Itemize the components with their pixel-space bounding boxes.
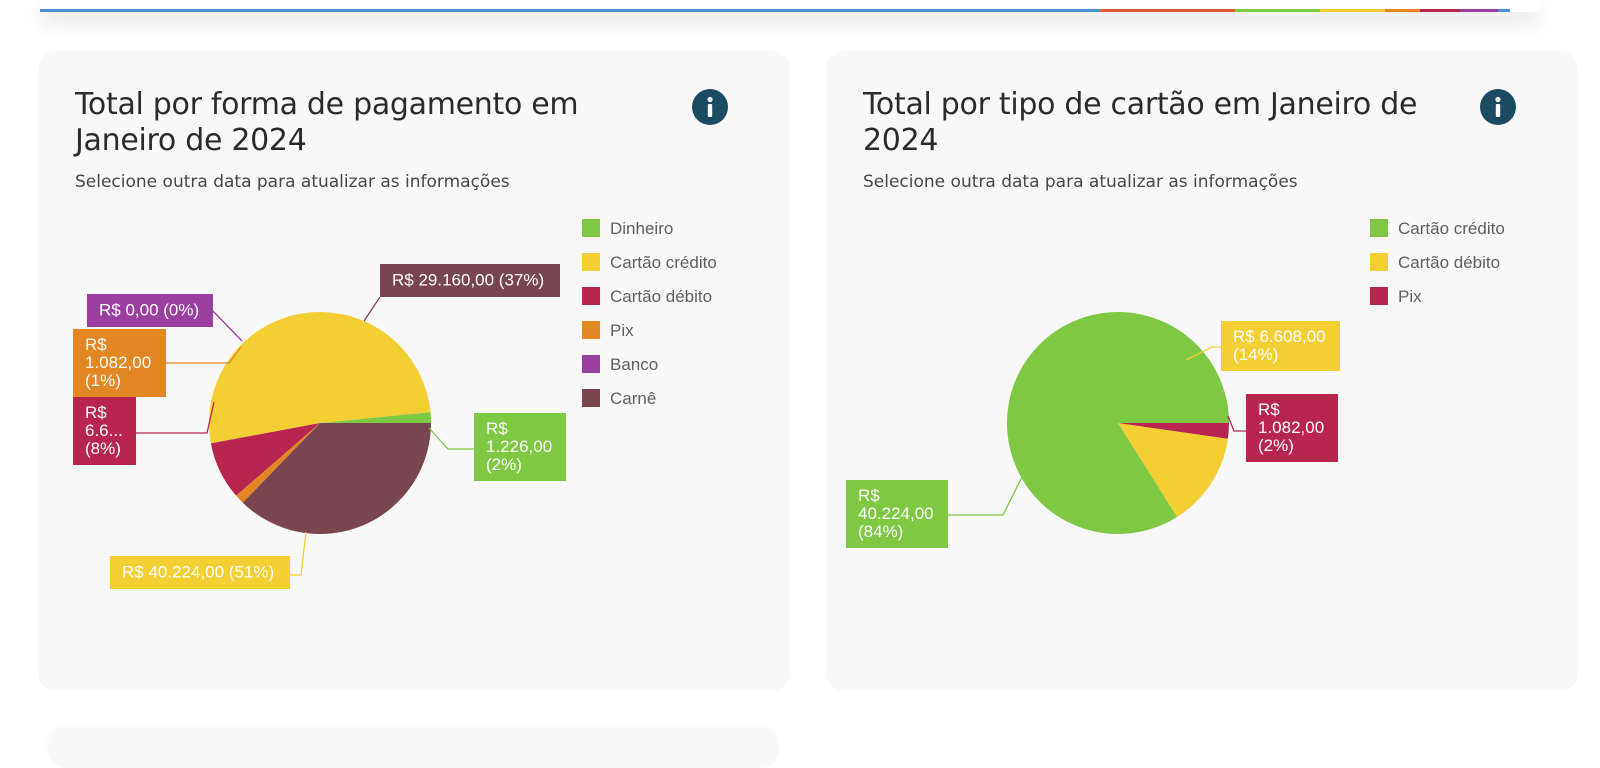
payment-method-card: Total por forma de pagamento em Janeiro … [38, 51, 790, 691]
leader-line-dinheiro [428, 427, 474, 450]
data-label-box-banco [87, 294, 213, 327]
next-card [48, 728, 778, 768]
info-icon[interactable] [692, 89, 728, 125]
leader-line-pix [1227, 415, 1246, 432]
top-bar-segment [40, 9, 1100, 12]
legend-label-cartao-debito: Cartão débito [1398, 253, 1500, 272]
leader-line-cartao-debito [136, 401, 215, 434]
data-label-cartao-credito: (84%) [858, 522, 903, 541]
top-bar-color-line [40, 9, 1540, 12]
pie-slice-pix [1118, 423, 1229, 439]
legend-swatch-cartao-credito [582, 253, 600, 271]
card-type-card: Total por tipo de cartão em Janeiro de 2… [826, 51, 1578, 691]
card-type-chart-title: Total por tipo de cartão em Janeiro de 2… [863, 87, 1418, 158]
data-label-carne: R$ 29.160,00 (37%) [392, 271, 544, 290]
leader-line-cartao-credito [290, 531, 307, 576]
legend-swatch-cartao-debito [582, 287, 600, 305]
data-label-pix: (1%) [85, 371, 121, 390]
data-label-box-cartao-debito [1221, 321, 1340, 371]
legend-swatch-banco [582, 355, 600, 373]
data-label-dinheiro: (2%) [486, 455, 522, 474]
top-bar-segment [1498, 9, 1510, 12]
data-label-pix: (2%) [1258, 436, 1294, 455]
pie-slice-cartao-credito [208, 311, 431, 444]
data-label-box-pix [1246, 394, 1338, 462]
data-label-pix: 1.082,00 [1258, 418, 1324, 437]
top-bar-segment [1420, 9, 1460, 12]
top-bar-segment [1320, 9, 1385, 12]
data-label-dinheiro: R$ [486, 419, 508, 438]
info-icon[interactable] [1480, 89, 1516, 125]
data-label-pix: R$ [1258, 400, 1280, 419]
info-icon-glyph [1495, 96, 1501, 117]
top-bar-segment [1460, 9, 1498, 12]
legend-swatch-dinheiro [582, 219, 600, 237]
legend-label-pix: Pix [610, 321, 634, 340]
legend-swatch-pix [1370, 287, 1388, 305]
data-label-dinheiro: 1.226,00 [486, 437, 552, 456]
data-label-cartao-credito: 40.224,00 [858, 504, 934, 523]
legend-swatch-cartao-credito [1370, 219, 1388, 237]
legend-swatch-carne [582, 389, 600, 407]
payment-method-chart-title: Total por forma de pagamento em Janeiro … [75, 87, 579, 158]
info-icon-glyph [707, 96, 713, 117]
data-label-box-pix [73, 329, 166, 397]
data-label-cartao-debito: R$ [85, 403, 107, 422]
data-label-cartao-debito: (8%) [85, 439, 121, 458]
data-label-box-carne [380, 264, 560, 297]
top-bar-segment [1385, 9, 1420, 12]
data-label-box-cartao-credito [846, 480, 948, 548]
data-label-pix: 1.082,00 [85, 353, 151, 372]
legend-swatch-pix [582, 321, 600, 339]
data-label-cartao-debito: 6.6... [85, 421, 123, 440]
legend-label-pix: Pix [1398, 287, 1422, 306]
legend-label-cartao-debito: Cartão débito [610, 287, 712, 306]
card-type-chart-subtitle: Selecione outra data para atualizar as i… [863, 172, 1298, 192]
legend-label-cartao-credito: Cartão crédito [1398, 219, 1505, 238]
data-label-cartao-debito: R$ 6.608,00 [1233, 327, 1326, 346]
data-label-cartao-debito: (14%) [1233, 345, 1278, 364]
data-label-box-cartao-credito [110, 556, 290, 589]
data-label-box-cartao-debito [73, 397, 136, 465]
legend-label-cartao-credito: Cartão crédito [610, 253, 717, 272]
payment-method-chart-subtitle: Selecione outra data para atualizar as i… [75, 172, 510, 192]
pie-slice-cartao-credito [1007, 312, 1229, 535]
leader-line-carne [363, 296, 381, 322]
leader-line-banco [212, 310, 243, 342]
leader-line-cartao-debito [1185, 346, 1221, 361]
data-label-cartao-credito: R$ 40.224,00 (51%) [122, 563, 274, 582]
legend-label-carne: Carnê [610, 389, 656, 408]
data-label-box-dinheiro [474, 413, 566, 481]
top-bar [40, 0, 1540, 12]
data-label-banco: R$ 0,00 (0%) [99, 301, 199, 320]
legend-label-dinheiro: Dinheiro [610, 219, 673, 238]
leader-line-cartao-credito [948, 476, 1023, 516]
data-label-cartao-credito: R$ [858, 486, 880, 505]
pie-slice-dinheiro [320, 412, 431, 423]
legend-swatch-cartao-debito [1370, 253, 1388, 271]
data-label-pix: R$ [85, 335, 107, 354]
payment-method-pie-chart: Dinheiro Cartão crédito Cartão débito Pix Ba… [73, 219, 717, 589]
pie-slice-cartao-debito [1118, 423, 1228, 517]
pie-slice-carne [242, 423, 431, 534]
top-bar-segment [1100, 9, 1235, 12]
pie-slice-cartao-debito [210, 423, 320, 496]
legend-label-banco: Banco [610, 355, 658, 374]
leader-line-pix [166, 346, 242, 364]
pie-slice-pix [236, 423, 320, 503]
top-bar-segment [1235, 9, 1320, 12]
